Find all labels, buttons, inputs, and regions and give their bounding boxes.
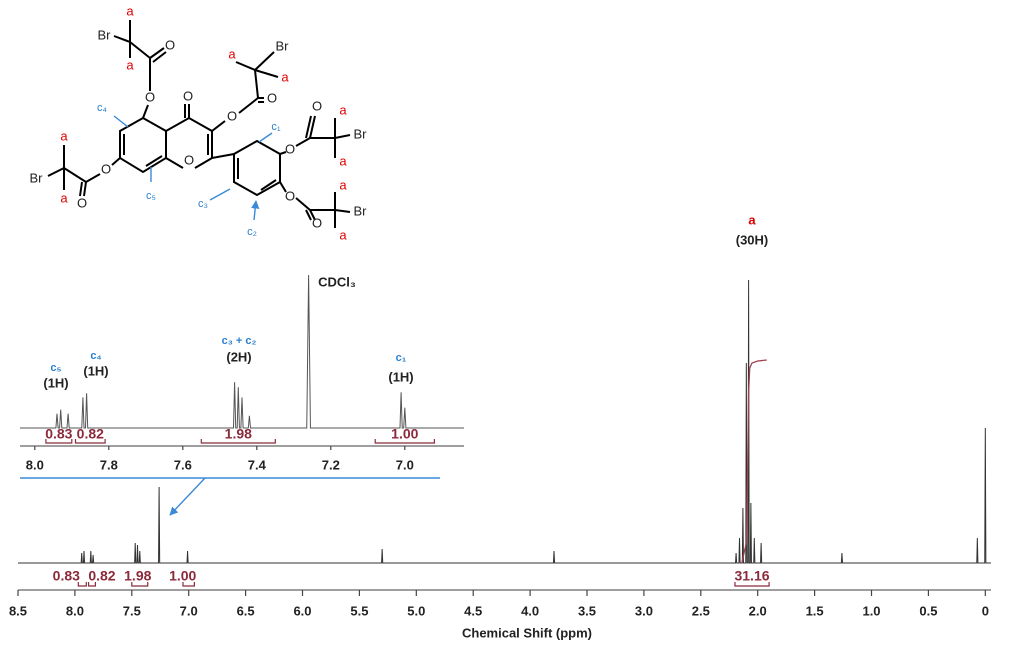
peak-annotation: c₄: [90, 350, 101, 362]
atom-label: O: [77, 195, 87, 210]
atom-label: c₃: [198, 198, 208, 210]
atom-label: a: [228, 46, 236, 61]
integral-label: 1.00: [391, 426, 418, 442]
integral-bracket: [87, 582, 96, 587]
x-tick-label: 4.5: [464, 603, 482, 618]
integral-label: 1.98: [225, 426, 252, 442]
atom-label: O: [312, 98, 322, 113]
structure: a Br O a O O a Br a O O c₄ c₁ O a Br a O…: [30, 3, 368, 242]
atom-label: a: [60, 190, 68, 205]
x-tick-label: 4.0: [521, 603, 539, 618]
x-tick-label: 5.5: [350, 603, 368, 618]
x-tick-label: 3.0: [635, 603, 653, 618]
peak-annotation: c₁: [396, 352, 407, 364]
x-tick-label: 1.0: [862, 603, 880, 618]
peak-annotation: (1H): [43, 375, 68, 390]
atom-label: Br: [354, 126, 368, 141]
bonds: [47, 20, 351, 228]
integral-label: 0.82: [77, 426, 104, 442]
atom-label: O: [285, 188, 295, 203]
x-tick-label: 1.5: [806, 603, 824, 618]
atom-label: O: [267, 90, 277, 105]
atom-label: c₁: [271, 121, 281, 133]
arrows: [113, 115, 273, 221]
x-tick-label: 8.5: [9, 603, 27, 618]
atom-label: c₂: [247, 226, 257, 238]
peak-annotation: (1H): [388, 369, 413, 384]
atom-label: O: [312, 215, 322, 230]
atom-label: O: [183, 88, 193, 103]
x-tick-label: 7.5: [123, 603, 141, 618]
peak-annotation: c₃ + c₂: [222, 335, 257, 347]
atom-label: a: [339, 227, 347, 242]
integral-label: 1.00: [169, 568, 196, 584]
peak-annotation: c₅: [50, 362, 61, 374]
x-tick-label: 2.5: [692, 603, 710, 618]
x-tick-label: 7.2: [322, 457, 340, 472]
inset-pointer: [169, 477, 206, 516]
x-axis-title: Chemical Shift (ppm): [462, 625, 592, 640]
atom-label: Br: [98, 27, 112, 42]
x-tick-label: 7.0: [396, 457, 414, 472]
spectrum: [18, 279, 991, 564]
x-tick-label: 6.0: [293, 603, 311, 618]
x-tick-label: 7.6: [174, 457, 192, 472]
peak-annotation: (2H): [226, 349, 251, 364]
x-tick-label: 8.0: [26, 457, 44, 472]
atom-label: Br: [276, 38, 290, 53]
peak-annotation: (30H): [736, 232, 769, 247]
x-tick-label: 7.8: [100, 457, 118, 472]
peak-annotation: a: [748, 212, 756, 227]
peak-annotation: CDCl₃: [318, 274, 356, 289]
integral-bracket: [131, 582, 149, 587]
x-tick-label: 3.5: [578, 603, 596, 618]
x-tick-label: 5.0: [407, 603, 425, 618]
atom-label: O: [165, 37, 175, 52]
atom-label: a: [126, 57, 134, 72]
integral-bracket: [74, 439, 106, 444]
peak-annotation: (1H): [83, 363, 108, 378]
atom-label: Br: [30, 170, 44, 185]
atom-label: c₅: [146, 190, 156, 202]
integral-label: 0.83: [45, 426, 72, 442]
integral-bracket: [734, 582, 770, 587]
x-tick-label: 7.4: [248, 457, 267, 472]
atom-label: a: [60, 128, 68, 143]
atom-label: a: [339, 102, 347, 117]
integral-bracket: [45, 439, 73, 444]
integral-label: 31.16: [734, 568, 769, 584]
x-tick-label: 0: [982, 603, 989, 618]
x-tick-label: 2.0: [749, 603, 767, 618]
atom-label: O: [227, 108, 237, 123]
atom-label: a: [281, 69, 289, 84]
atom-label: O: [145, 89, 155, 104]
integral-curve: [741, 359, 767, 564]
x-tick-label: 7.0: [180, 603, 198, 618]
integral-bracket: [200, 439, 276, 444]
integral-label: 1.98: [124, 568, 151, 584]
x-tick-label: 0.5: [919, 603, 937, 618]
atom-label: a: [339, 153, 347, 168]
atom-label: Br: [354, 203, 368, 218]
atom-label: O: [285, 141, 295, 156]
x-tick-label: 6.5: [237, 603, 255, 618]
integral-label: 0.82: [88, 568, 115, 584]
integral-bracket: [374, 439, 435, 444]
atom-label: a: [339, 177, 347, 192]
atom-label: O: [101, 161, 111, 176]
integral-bracket: [77, 582, 87, 587]
spectrum: [20, 274, 464, 429]
atom-label: O: [184, 152, 194, 167]
integral-label: 0.83: [53, 568, 80, 584]
atom-label: c₄: [97, 102, 108, 114]
integral-bracket: [182, 582, 195, 587]
x-tick-label: 8.0: [66, 603, 84, 618]
atom-label: a: [126, 3, 134, 18]
